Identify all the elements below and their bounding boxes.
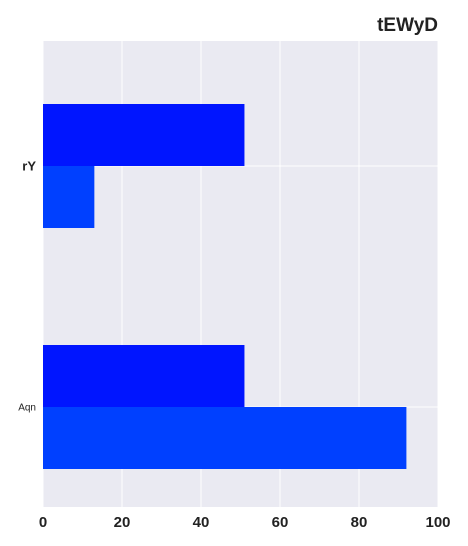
x-tick-label: 60	[272, 514, 289, 531]
x-tick-label: 20	[114, 514, 131, 531]
y-axis-ticks: rY Aqn	[18, 159, 36, 414]
x-tick-label: 100	[425, 514, 450, 531]
y-tick-label: rY	[22, 159, 36, 174]
bar-ry-series-2	[43, 166, 95, 228]
x-tick-label: 40	[193, 514, 210, 531]
x-tick-label: 0	[39, 514, 47, 531]
chart-title: tEWyD	[377, 15, 438, 36]
x-axis-ticks: 0 20 40 60 80 100	[39, 514, 451, 531]
bar-aqn-series-1	[43, 345, 245, 407]
bars	[43, 104, 407, 469]
bar-aqn-series-2	[43, 407, 407, 469]
bar-ry-series-1	[43, 104, 245, 166]
x-tick-label: 80	[351, 514, 368, 531]
y-tick-label: Aqn	[18, 403, 36, 414]
